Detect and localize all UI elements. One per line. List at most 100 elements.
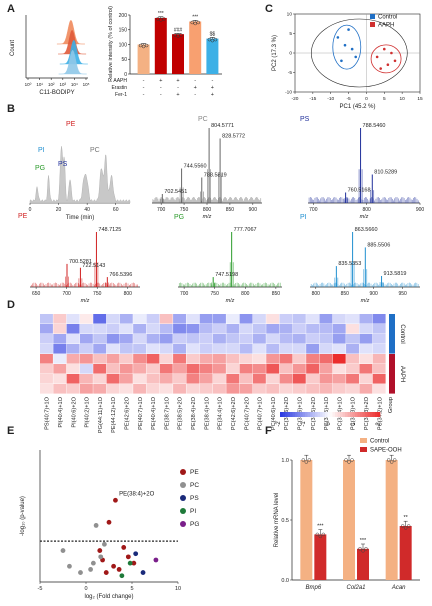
column-label: PE(38:4)+2O	[191, 396, 197, 429]
heatmap-cell	[279, 314, 293, 324]
group-bar	[389, 354, 395, 394]
legend-marker	[180, 521, 186, 527]
heatmap-cell	[372, 324, 386, 334]
colorbar-segment	[362, 412, 366, 417]
scatter-point	[350, 47, 354, 51]
replicate-point	[307, 458, 312, 462]
condition-sign: +	[194, 85, 197, 91]
colorbar-segment	[365, 412, 368, 417]
replicate-point	[392, 458, 397, 462]
heatmap-cell	[346, 374, 359, 384]
x-axis-label: m/z	[81, 298, 90, 304]
colorbar-segment	[290, 412, 293, 417]
heatmap-cell	[186, 344, 200, 354]
replicate-point	[210, 38, 215, 43]
colorbar-segment	[295, 412, 298, 417]
colorbar-segment	[360, 412, 363, 417]
x-axis-label: log₂ (Fold change)	[84, 594, 133, 600]
spectrum-class-label: PS	[300, 116, 310, 123]
heatmap-cell	[346, 384, 359, 394]
heatmap-cell	[372, 314, 386, 324]
heatmap-cell	[213, 324, 226, 334]
colorbar-segment	[327, 412, 331, 417]
heatmap-cell	[79, 324, 93, 334]
y-tick-label: 0	[124, 72, 127, 78]
x-tick-label: Bmp6	[305, 585, 321, 591]
x-tick-label: -5	[38, 586, 43, 592]
heatmap-cell	[239, 354, 253, 364]
colorbar-segment	[370, 412, 373, 417]
peak-mz-label: 744.5560	[184, 164, 207, 170]
x-tick-label: 850	[272, 291, 281, 297]
heatmap-cell	[146, 314, 160, 324]
volcano-point	[90, 560, 96, 566]
x-axis-label: m/z	[361, 298, 370, 304]
heatmap-cell	[213, 384, 226, 394]
confidence-ellipse-control	[332, 24, 362, 70]
volcano-point	[133, 551, 139, 557]
heatmap-cell	[173, 314, 186, 324]
heatmap-cell	[159, 364, 173, 374]
heatmap-cell	[332, 314, 346, 324]
x-tick-label: 800	[312, 291, 321, 297]
heatmap-cell	[146, 384, 160, 394]
heatmap-cell	[199, 374, 213, 384]
x-tick-label: 10¹	[36, 82, 43, 87]
bar	[206, 38, 219, 74]
heatmap-cell	[79, 354, 93, 364]
heatmap-cell	[359, 314, 373, 324]
panel-letter-c: C	[265, 3, 273, 15]
peak-class-label: PG	[35, 165, 45, 172]
heatmap-cell	[372, 344, 386, 354]
panel-letter-b: B	[7, 103, 15, 115]
condition-label: Fer-1	[115, 92, 127, 98]
heatmap-cell	[66, 384, 80, 394]
heatmap-cell	[106, 324, 120, 334]
heatmap-cell	[292, 384, 306, 394]
heatmap-cell	[372, 384, 386, 394]
column-label: PC(40:7)+1O	[258, 396, 264, 430]
legend-label: PG	[190, 521, 199, 528]
legend-swatch	[370, 14, 375, 19]
volcano-point	[67, 563, 72, 569]
bar	[357, 548, 369, 580]
colorbar-tick-label: 1	[351, 422, 357, 426]
heatmap-cell	[40, 324, 53, 334]
heatmap-cell	[93, 364, 107, 374]
heatmap-cell	[146, 334, 160, 344]
heatmap-cell	[173, 374, 186, 384]
peak-mz-label: 722.5143	[82, 263, 105, 269]
heatmap-cell	[266, 344, 280, 354]
heatmap-cell	[106, 334, 120, 344]
x-tick-label: 20	[56, 207, 62, 213]
x-axis-label: PC1 (45.2 %)	[339, 104, 375, 110]
peak-mz-label: 810.5289	[374, 170, 397, 176]
colorbar-segment	[342, 412, 346, 417]
heatmap-cell	[66, 374, 80, 384]
heatmap-cell	[292, 324, 306, 334]
heatmap-cell	[106, 374, 120, 384]
heatmap-cell	[332, 384, 346, 394]
y-tick-label: 0.0	[281, 578, 289, 584]
heatmap-cell	[199, 314, 213, 324]
legend-swatch	[360, 447, 367, 452]
volcano-point	[93, 523, 99, 528]
column-label: PI(40:4)+1O	[58, 396, 64, 427]
heatmap-cell	[119, 324, 133, 334]
colorbar-segment	[310, 412, 313, 417]
heatmap-cell	[226, 354, 240, 364]
x-tick-label: 750	[211, 291, 220, 297]
bar	[172, 34, 184, 74]
bar	[137, 44, 150, 74]
heatmap-cell	[292, 334, 306, 344]
heatmap-cell	[359, 344, 373, 354]
heatmap-cell	[79, 374, 93, 384]
column-label: PG(44:11)+1O	[98, 396, 104, 433]
heatmap-cell	[346, 314, 359, 324]
replicate-point	[386, 458, 391, 462]
colorbar-segment	[355, 412, 358, 417]
heatmap-cell	[332, 344, 346, 354]
y-tick-label: -10	[285, 90, 292, 96]
x-tick-label: 650	[32, 291, 41, 297]
